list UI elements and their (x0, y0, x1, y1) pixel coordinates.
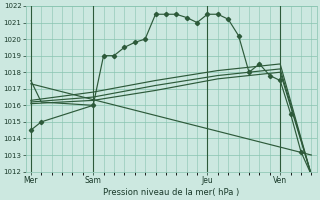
X-axis label: Pression niveau de la mer( hPa ): Pression niveau de la mer( hPa ) (103, 188, 239, 197)
